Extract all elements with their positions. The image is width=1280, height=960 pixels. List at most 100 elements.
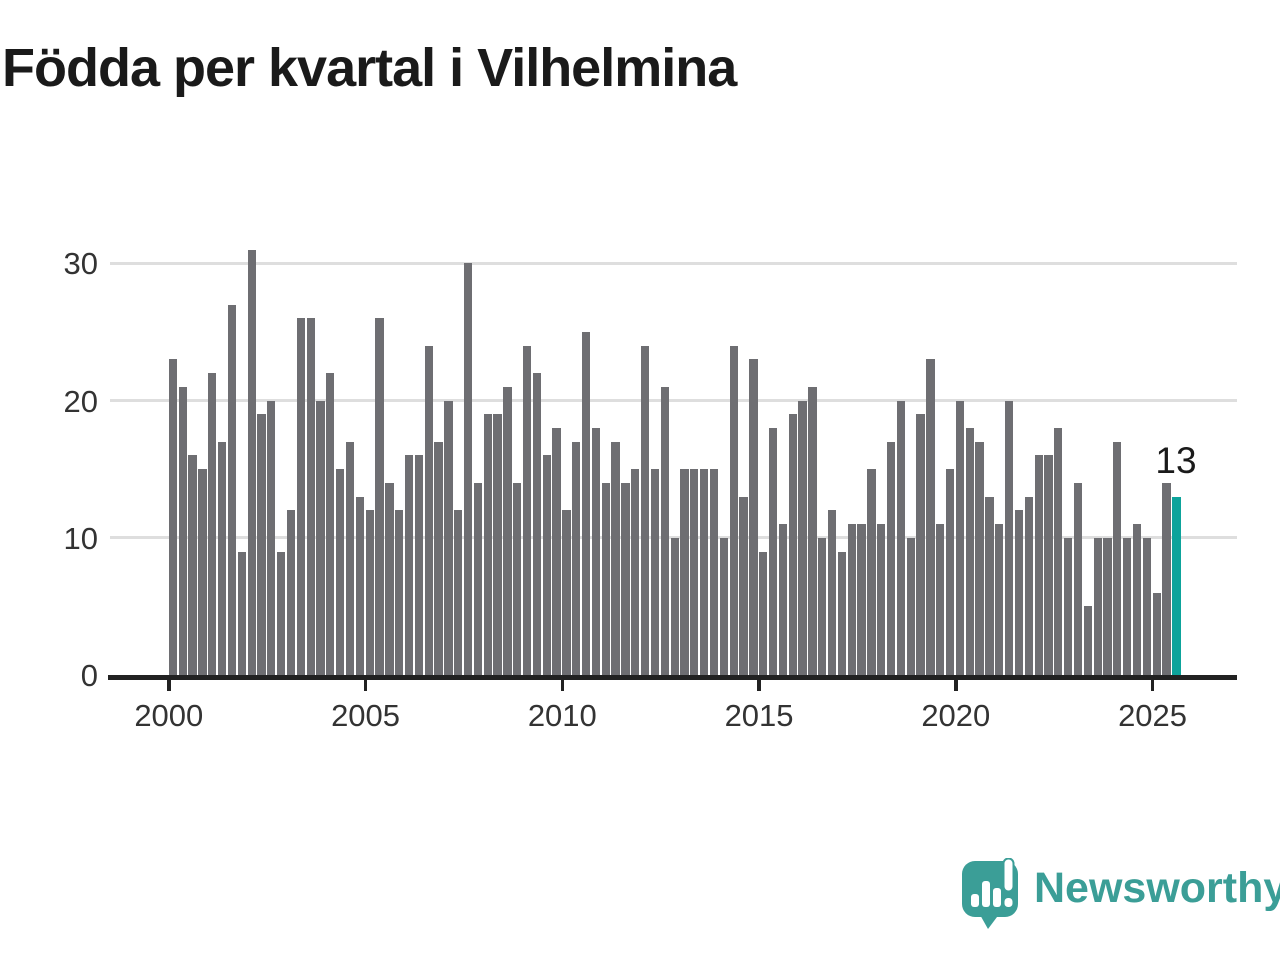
bar (473, 482, 483, 675)
bar (572, 441, 581, 675)
bar (385, 482, 394, 675)
bar (818, 537, 827, 675)
bar (375, 318, 384, 675)
bar (650, 469, 660, 675)
bar (306, 318, 315, 675)
bar (768, 428, 778, 675)
bar (434, 441, 443, 675)
bar (749, 359, 758, 675)
bar (552, 428, 561, 675)
bar (326, 373, 335, 675)
bar (395, 510, 404, 675)
bar (1014, 510, 1024, 675)
bar (1123, 537, 1132, 675)
bar (601, 482, 610, 675)
bar (857, 524, 866, 675)
bar (345, 441, 355, 675)
bar (719, 537, 728, 675)
newsworthy-wordmark: Newsworthy (1034, 864, 1280, 912)
x-axis-tick (167, 675, 171, 691)
x-axis-tick (954, 675, 958, 691)
bar (660, 386, 669, 675)
bar (877, 524, 886, 675)
bar (532, 373, 542, 675)
bar (1034, 455, 1043, 675)
bar (237, 551, 246, 675)
x-axis-tick (363, 675, 368, 691)
bar (1093, 537, 1102, 675)
bar (906, 537, 915, 675)
bar (296, 318, 305, 675)
bar (1162, 482, 1171, 675)
bar (1004, 400, 1014, 675)
bar (985, 496, 994, 675)
bar (867, 469, 876, 675)
gridline (110, 399, 1237, 403)
x-axis-tick (560, 675, 565, 691)
bar (1024, 496, 1033, 675)
bar (896, 400, 906, 675)
bar (847, 524, 856, 675)
bar (336, 469, 345, 675)
bar (227, 304, 237, 675)
bar (454, 510, 463, 675)
bar (611, 441, 620, 675)
bar (827, 510, 837, 675)
y-axis-tick-label: 10 (63, 520, 98, 556)
bar (916, 414, 925, 675)
bar (995, 524, 1004, 675)
bar (670, 537, 679, 675)
bar (837, 551, 847, 675)
bar (778, 524, 788, 675)
bar (975, 441, 984, 675)
bar (709, 469, 719, 675)
bar (641, 345, 650, 675)
bar (581, 332, 591, 675)
bar (168, 359, 178, 675)
bar (759, 551, 768, 675)
chart-title: Födda per kvartal i Vilhelmina (2, 38, 737, 98)
bar (1103, 537, 1112, 675)
y-axis-tick-label: 0 (80, 658, 98, 693)
x-axis-tick-label: 2025 (1118, 698, 1188, 733)
bar (788, 414, 797, 675)
bar (267, 400, 276, 675)
bar (316, 400, 325, 675)
bar (503, 386, 512, 675)
bar (188, 455, 197, 675)
y-axis-tick-label: 30 (63, 246, 98, 282)
bar (208, 373, 217, 675)
highlight-value-label: 13 (1155, 440, 1197, 481)
bar (926, 359, 935, 675)
bar (1113, 441, 1122, 675)
bar (621, 482, 630, 675)
bar (365, 510, 374, 675)
bar-highlight (1172, 496, 1181, 675)
gridline (110, 261, 1237, 265)
bar (217, 441, 227, 675)
bar (955, 400, 965, 675)
bar (1054, 428, 1063, 675)
bar (1142, 537, 1151, 675)
bar (739, 496, 748, 675)
bar (936, 524, 945, 675)
bar (414, 455, 424, 675)
bar (542, 455, 551, 675)
bar (680, 469, 689, 675)
bar (1132, 524, 1142, 675)
bar (355, 496, 364, 675)
bar (286, 510, 296, 675)
bar (591, 428, 601, 675)
bar (631, 469, 640, 675)
bar (444, 400, 453, 675)
x-axis-tick-label: 2015 (724, 698, 794, 733)
bar (729, 345, 738, 675)
newsworthy-logo: Newsworthy (962, 858, 1280, 930)
x-axis-line (108, 675, 1237, 680)
x-axis-tick (757, 675, 761, 691)
bar (247, 249, 256, 675)
bar (1044, 455, 1053, 675)
bar (700, 469, 709, 675)
bar (424, 345, 433, 675)
